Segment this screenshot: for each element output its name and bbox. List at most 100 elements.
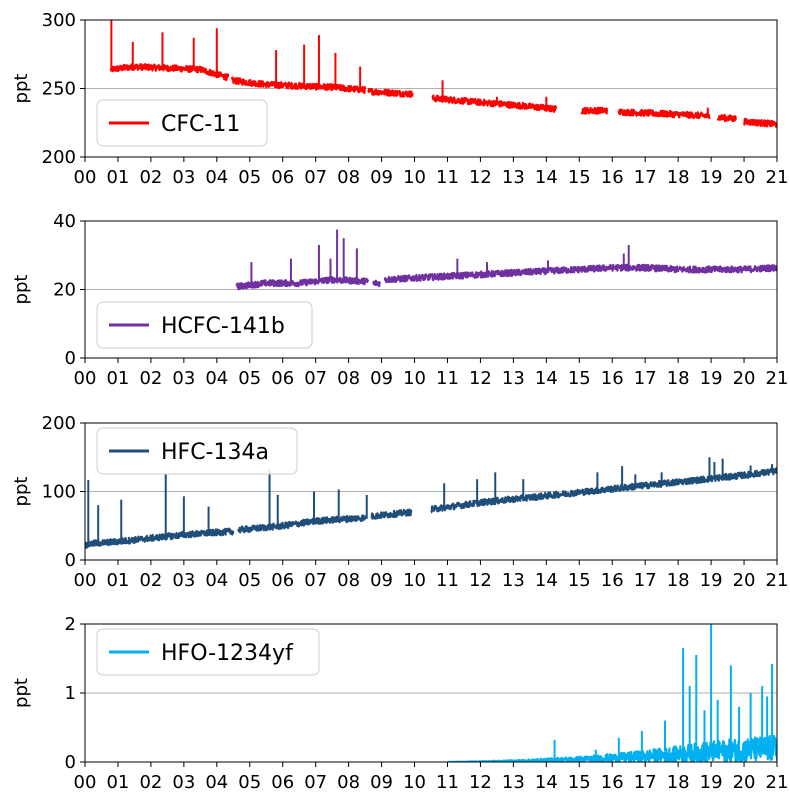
x-tick-label: 00 xyxy=(74,167,97,188)
x-tick-label: 12 xyxy=(469,570,492,591)
x-tick-label: 14 xyxy=(535,167,558,188)
x-tick-label: 01 xyxy=(106,772,129,792)
x-tick-label: 05 xyxy=(238,772,261,792)
x-tick-label: 09 xyxy=(370,167,393,188)
x-tick-label: 03 xyxy=(172,368,195,389)
x-tick-label: 16 xyxy=(601,570,624,591)
x-tick-label: 07 xyxy=(304,570,327,591)
x-tick-label: 10 xyxy=(403,772,426,792)
x-tick-label: 13 xyxy=(502,772,525,792)
legend-box xyxy=(96,99,268,147)
x-tick-label: 09 xyxy=(370,772,393,792)
x-tick-label: 14 xyxy=(535,570,558,591)
legend-label: HFC-134a xyxy=(161,440,269,465)
x-tick-label: 03 xyxy=(172,570,195,591)
x-tick-label: 17 xyxy=(634,570,657,591)
series-line-segment xyxy=(743,117,777,128)
y-tick-label: 200 xyxy=(42,413,76,434)
x-tick-label: 12 xyxy=(469,167,492,188)
x-tick-label: 15 xyxy=(568,570,591,591)
x-tick-label: 00 xyxy=(74,570,97,591)
x-tick-label: 01 xyxy=(106,368,129,389)
y-tick-label: 0 xyxy=(65,550,76,571)
x-tick-label: 21 xyxy=(766,368,789,389)
x-tick-label: 16 xyxy=(601,772,624,792)
x-tick-label: 00 xyxy=(74,772,97,792)
x-tick-label: 08 xyxy=(337,570,360,591)
x-tick-label: 04 xyxy=(205,570,228,591)
x-tick-label: 16 xyxy=(601,368,624,389)
plot-frame xyxy=(84,19,778,158)
y-tick-label: 40 xyxy=(53,211,76,232)
x-tick-label: 17 xyxy=(634,167,657,188)
x-tick-label: 08 xyxy=(337,167,360,188)
legend: HFO-1234yf xyxy=(96,628,320,676)
x-tick-label: 18 xyxy=(667,772,690,792)
x-tick-label: 06 xyxy=(271,167,294,188)
legend-label: CFC-11 xyxy=(161,112,240,137)
x-tick-label: 11 xyxy=(436,772,459,792)
x-tick-label: 11 xyxy=(436,368,459,389)
x-tick-label: 20 xyxy=(733,570,756,591)
x-tick-label: 05 xyxy=(238,570,261,591)
legend: CFC-11 xyxy=(96,99,268,147)
x-tick-label: 19 xyxy=(700,570,723,591)
x-tick-label: 10 xyxy=(403,167,426,188)
x-tick-label: 21 xyxy=(766,167,789,188)
y-tick-label: 1 xyxy=(65,683,76,704)
y-tick-label: 20 xyxy=(53,280,76,301)
x-tick-label: 18 xyxy=(667,167,690,188)
series-line-segment xyxy=(109,62,230,82)
legend-box xyxy=(96,427,298,475)
series-line-segment xyxy=(237,514,367,534)
x-tick-label: 05 xyxy=(238,167,261,188)
x-tick-label: 18 xyxy=(667,368,690,389)
x-tick-label: 11 xyxy=(436,167,459,188)
x-tick-label: 15 xyxy=(568,772,591,792)
series-HCFC-141b xyxy=(235,229,777,291)
series-line-segment xyxy=(230,76,367,94)
chart-panel-2: 0 20 40 00 01 02 03 04 05 06 07 08 09 10 11 12 13 14 15 16 1… xyxy=(11,211,788,389)
series-line-segment xyxy=(430,467,777,514)
plot-frame xyxy=(84,623,778,763)
series-line-segment xyxy=(85,527,235,549)
x-tick-label: 02 xyxy=(139,368,162,389)
x-tick-label: 03 xyxy=(172,772,195,792)
x-tick-label: 21 xyxy=(766,772,789,792)
x-tick-label: 18 xyxy=(667,570,690,591)
x-tick-label: 14 xyxy=(535,368,558,389)
x-tick-label: 14 xyxy=(535,772,558,792)
series-line-segment xyxy=(617,108,711,120)
x-tick-label: 15 xyxy=(568,167,591,188)
x-tick-label: 13 xyxy=(502,368,525,389)
legend: HCFC-141b xyxy=(96,301,313,349)
y-tick-label: 250 xyxy=(42,79,76,100)
x-tick-label: 17 xyxy=(634,772,657,792)
x-tick-label: 02 xyxy=(139,772,162,792)
x-tick-label: 06 xyxy=(271,368,294,389)
series-CFC-11 xyxy=(109,20,777,128)
y-tick-label: 2 xyxy=(65,614,76,635)
x-tick-label: 11 xyxy=(436,570,459,591)
series-line-segment xyxy=(580,106,608,115)
x-tick-label: 16 xyxy=(601,167,624,188)
x-tick-label: 13 xyxy=(502,570,525,591)
series-line-segment xyxy=(235,275,370,291)
x-tick-label: 19 xyxy=(700,368,723,389)
plot-frame xyxy=(84,220,778,359)
chart-panel-1: 200 250 300 00 01 02 03 04 05 06 07 08 09 10 11 12 13 14 1… xyxy=(11,10,788,188)
series-line-segment xyxy=(716,113,737,123)
series-line-segment xyxy=(370,508,413,520)
series-HFO-1234yf xyxy=(446,624,777,762)
x-tick-label: 13 xyxy=(502,167,525,188)
x-tick-label: 20 xyxy=(733,772,756,792)
plot-frame xyxy=(84,422,778,561)
series-line-segment xyxy=(383,263,777,284)
legend-box xyxy=(96,301,313,349)
x-tick-label: 04 xyxy=(205,167,228,188)
y-tick-label: 300 xyxy=(42,10,76,31)
legend-label: HFO-1234yf xyxy=(161,641,294,666)
y-tick-label: 0 xyxy=(65,752,76,773)
legend-box xyxy=(96,628,320,676)
